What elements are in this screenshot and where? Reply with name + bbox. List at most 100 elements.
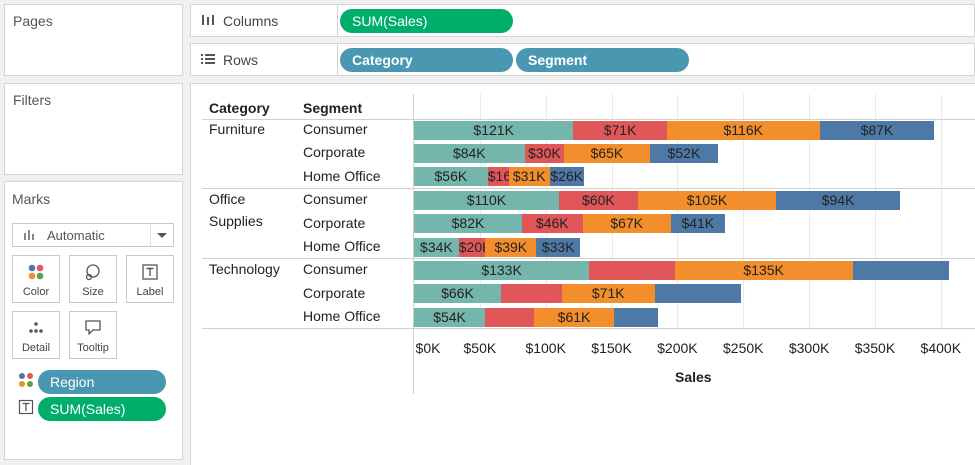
segment-header: Segment (303, 100, 363, 116)
bar-value-label: $31K (512, 168, 546, 185)
category-label: Furniture (209, 121, 266, 137)
gridline (940, 94, 942, 330)
size-button[interactable]: Size (69, 255, 117, 303)
bar-segment-red[interactable]: $46K (521, 214, 583, 234)
rows-pill-category[interactable]: Category (340, 48, 513, 72)
x-tick-label: $150K (591, 340, 632, 356)
bar-value-label: $33K (541, 238, 575, 255)
mark-type-dropdown[interactable]: Automatic (12, 223, 174, 247)
bar-segment-blue[interactable] (852, 260, 949, 280)
bar-segment-teal[interactable]: $133K (414, 260, 590, 280)
label-encoding-icon (18, 399, 34, 420)
bar-segment-blue[interactable] (655, 284, 741, 304)
filters-title: Filters (13, 92, 52, 108)
gridline (545, 94, 547, 330)
bar-value-label: $105K (686, 191, 728, 208)
rows-shelf-divider (337, 44, 338, 75)
x-axis-title: Sales (675, 369, 712, 385)
bar-segment-blue[interactable]: $33K (536, 237, 580, 257)
bar-segment-teal[interactable]: $121K (414, 120, 574, 140)
region-pill[interactable]: Region (38, 370, 166, 394)
segment-label: Home Office (303, 167, 381, 184)
bar-segment-blue[interactable]: $41K (670, 214, 725, 234)
rows-shelf[interactable]: Rows Category Segment (190, 43, 975, 76)
bar-segment-red[interactable]: $60K (558, 190, 638, 210)
columns-shelf[interactable]: Columns SUM(Sales) (190, 4, 975, 37)
marks-field-region[interactable]: Region (18, 370, 166, 394)
rows-pill-segment[interactable]: Segment (516, 48, 689, 72)
bar-segment-teal[interactable]: $82K (414, 214, 522, 234)
bar-segment-orange[interactable]: $67K (582, 214, 671, 234)
group-divider (202, 188, 975, 189)
label-button[interactable]: Label (126, 255, 174, 303)
pane-divider (413, 94, 414, 394)
bar-segment-blue[interactable]: $26K (549, 167, 584, 187)
pages-card[interactable]: Pages (4, 4, 183, 76)
bar-segment-red[interactable] (485, 307, 534, 327)
bar-segment-red[interactable]: $30K (524, 143, 565, 163)
x-tick-label: $300K (788, 340, 830, 356)
bar-segment-teal[interactable]: $110K (414, 190, 559, 210)
bar-segment-blue[interactable] (614, 307, 658, 327)
bar-segment-teal[interactable]: $66K (414, 284, 501, 304)
bar-value-label: $94K (821, 191, 855, 208)
columns-pill-sum-sales[interactable]: SUM(Sales) (340, 9, 513, 33)
columns-shelf-divider (337, 5, 338, 36)
axis-line (202, 328, 975, 329)
group-divider (202, 258, 975, 259)
bar-segment-teal[interactable]: $56K (414, 167, 488, 187)
bar-segment-orange[interactable]: $61K (533, 307, 615, 327)
bar-value-label: $65K (590, 144, 624, 161)
detail-button[interactable]: Detail (12, 311, 60, 359)
chevron-down-icon[interactable] (150, 224, 173, 246)
bar-segment-orange[interactable]: $31K (508, 167, 550, 187)
segment-label: Corporate (303, 144, 366, 161)
bar-segment-teal[interactable]: $34K (414, 237, 459, 257)
gridline (809, 94, 811, 330)
bar-segment-teal[interactable]: $84K (414, 143, 525, 163)
bar-segment-orange[interactable]: $135K (674, 260, 853, 280)
bar-segment-orange[interactable]: $39K (485, 237, 537, 257)
color-button-label: Color (22, 286, 50, 298)
bar-value-label: $133K (481, 261, 522, 278)
gridline (874, 94, 876, 330)
bar-value-label: $110K (466, 191, 507, 208)
bar-value-label: $67K (610, 215, 644, 232)
bar-value-label: $116K (723, 121, 763, 138)
bar-segment-blue[interactable]: $94K (776, 190, 900, 210)
bar-segment-orange[interactable]: $116K (666, 120, 820, 140)
bar-segment-red[interactable] (589, 260, 675, 280)
filters-card[interactable]: Filters (4, 83, 183, 175)
columns-icon (201, 13, 215, 29)
sales-label-pill[interactable]: SUM(Sales) (38, 397, 166, 421)
color-dots-icon (13, 263, 59, 281)
tooltip-button[interactable]: Tooltip (69, 311, 117, 359)
detail-icon (13, 319, 59, 337)
bar-value-label: $41K (681, 215, 715, 232)
bar-segment-red[interactable]: $20K (458, 237, 486, 257)
detail-button-label: Detail (21, 342, 51, 354)
bar-segment-orange[interactable]: $105K (637, 190, 777, 210)
bar-value-label: $16K (487, 168, 509, 185)
bar-segment-blue[interactable]: $52K (649, 143, 719, 163)
bar-segment-red[interactable]: $71K (573, 120, 667, 140)
label-icon (127, 263, 173, 281)
bar-value-label: $60K (582, 191, 615, 208)
bar-segment-red[interactable]: $16K (487, 167, 509, 187)
bar-value-label: $20K (458, 238, 485, 255)
bar-segment-orange[interactable]: $71K (561, 284, 655, 304)
bar-segment-teal[interactable]: $54K (414, 307, 486, 327)
x-tick-label: $400K (920, 340, 962, 356)
bar-segment-blue[interactable]: $87K (819, 120, 935, 140)
bar-segment-orange[interactable]: $65K (564, 143, 650, 163)
category-label: Office (209, 191, 246, 208)
pages-title: Pages (13, 13, 53, 29)
segment-label: Consumer (303, 121, 368, 137)
color-button[interactable]: Color (12, 255, 60, 303)
marks-field-sales[interactable]: SUM(Sales) (18, 397, 166, 421)
bar-value-label: $135K (743, 261, 784, 278)
tooltip-icon (70, 319, 116, 337)
tooltip-button-label: Tooltip (77, 342, 109, 354)
bar-segment-red[interactable] (500, 284, 562, 304)
x-tick-label: $100K (525, 340, 566, 356)
